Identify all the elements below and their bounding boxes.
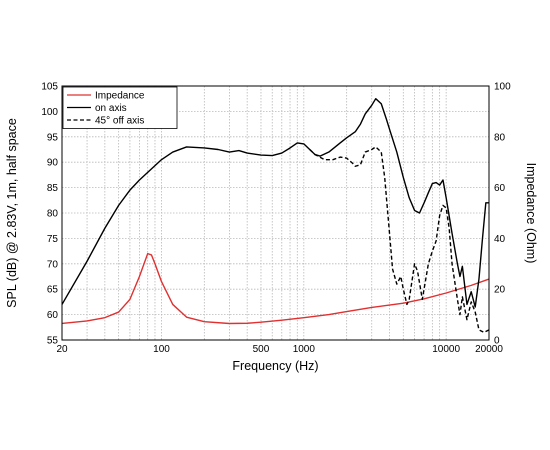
x-tick-label: 10000	[432, 344, 460, 355]
y-tick-label: 75	[47, 234, 59, 245]
series-line-45-off-axis	[309, 146, 490, 334]
x-tick-label: 100	[153, 344, 170, 355]
grid-lines	[62, 86, 489, 340]
y-tick-label: 85	[47, 183, 59, 194]
y-tick-label: 105	[41, 82, 58, 93]
series-line-impedance	[61, 252, 490, 325]
y-axis-title: SPL (dB) @ 2.83V, 1m, half space	[5, 118, 19, 308]
y-tick-label: 70	[47, 259, 59, 270]
tick-labels: 20 100 500 1000 10000 20000556065707580859095…	[41, 82, 511, 356]
legend-label: 45° off axis	[95, 116, 144, 127]
y-tick-label: 100	[41, 107, 58, 118]
x-tick-label: 500	[253, 344, 270, 355]
x-tick-label: 20000	[475, 344, 503, 355]
y-tick-label: 95	[47, 132, 59, 143]
x-tick-label: 20	[56, 344, 68, 355]
plot-frame	[61, 85, 490, 341]
y-tick-label: 60	[47, 310, 59, 321]
x-tick-label: 1000	[293, 344, 316, 355]
y2-tick-label: 80	[494, 132, 506, 143]
y-tick-label: 90	[47, 158, 59, 169]
y2-tick-label: 20	[494, 285, 506, 296]
y-tick-label: 55	[47, 336, 59, 347]
series-line-on-axis	[61, 98, 489, 308]
y-tick-label: 80	[47, 209, 59, 220]
y-tick-label: 65	[47, 285, 59, 296]
x-axis-title: Frequency (Hz)	[232, 359, 318, 373]
y2-tick-label: 100	[494, 82, 511, 93]
y2-tick-label: 60	[494, 183, 506, 194]
series-layer	[61, 98, 490, 334]
legend-label: on axis	[95, 103, 127, 114]
legend-label: Impedance	[95, 91, 145, 102]
y2-tick-label: 40	[494, 234, 506, 245]
y2-axis-title: Impedance (Ohm)	[524, 163, 538, 264]
y2-tick-label: 0	[494, 336, 500, 347]
